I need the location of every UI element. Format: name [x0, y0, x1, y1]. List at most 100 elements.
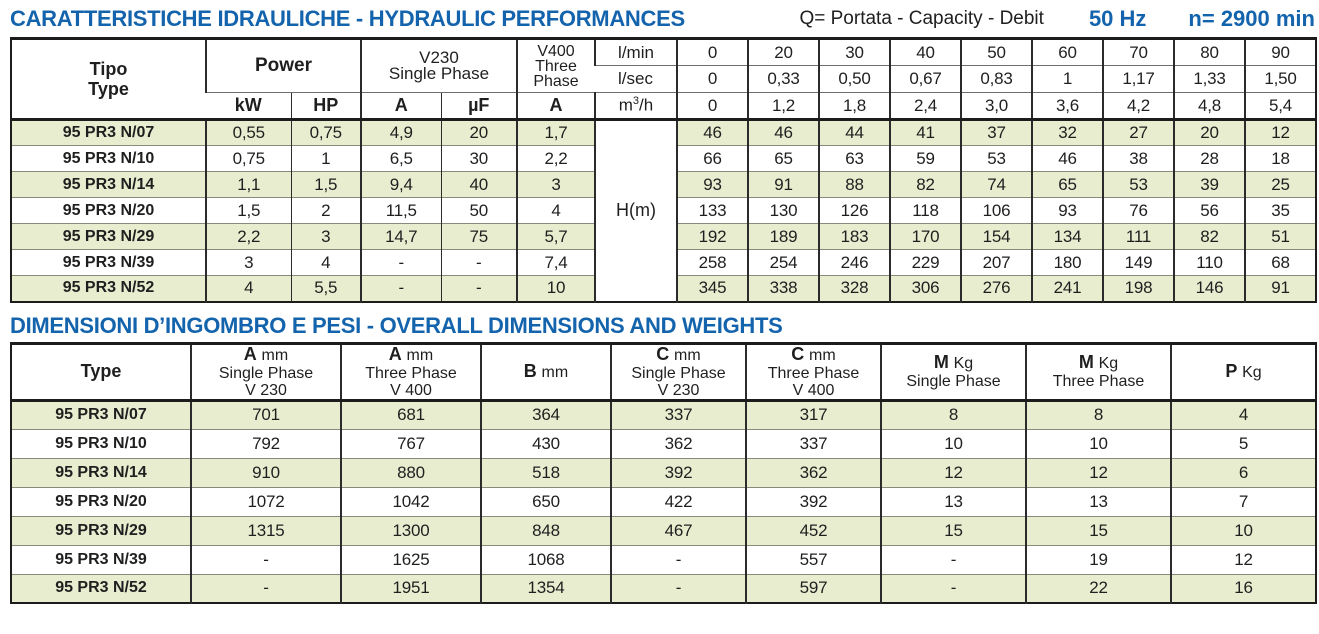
- pump-type-cell: 95 PR3 N/10: [11, 428, 191, 458]
- flow-value-cell: 70: [1102, 38, 1174, 66]
- spec-value-cell: 7,4: [516, 249, 595, 276]
- dimension-value-cell: 13: [880, 486, 1026, 516]
- spec-value-cell: 4: [205, 275, 291, 302]
- speed-label: n= 2900 min: [1188, 5, 1315, 31]
- spec-value-cell: -: [440, 275, 517, 302]
- column-title: M Kg: [883, 353, 1025, 373]
- dimensions-table-row: 95 PR3 N/39-1625 1068-557-19 12: [11, 544, 1316, 574]
- flow-value-cell: 90: [1244, 38, 1316, 66]
- flow-legend: Q= Portata - Capacity - Debit: [799, 7, 1044, 29]
- head-value-cell: 51: [1244, 223, 1316, 250]
- spec-value-cell: 5,7: [516, 223, 595, 250]
- spec-value-cell: 75: [440, 223, 517, 250]
- column-title: A mm: [193, 345, 340, 365]
- head-value-cell: 91: [1244, 275, 1316, 302]
- head-value-cell: 12: [1244, 118, 1316, 146]
- t1-header-row-lsec: l/sec 0 0,33 0,50 0,67 0,83 1 1,17 1,33 1,50: [11, 65, 1316, 93]
- dimension-value-cell: 880: [340, 457, 481, 487]
- dimension-value-cell: -: [190, 544, 341, 574]
- column-title: C mm: [748, 343, 880, 365]
- flow-value-cell: 0,33: [747, 65, 819, 93]
- head-value-cell: 27: [1102, 118, 1174, 146]
- column-symbol: P: [1225, 360, 1238, 381]
- head-value-cell: 130: [747, 197, 819, 224]
- hydraulic-section-header: CARATTERISTICHE IDRAULICHE - HYDRAULIC P…: [10, 0, 1315, 37]
- t1-header-row-lmin: Tipo Type Power V230 Single Phase V400 T…: [11, 38, 1316, 120]
- dimension-value-cell: 317: [745, 398, 881, 429]
- head-value-cell: 18: [1244, 145, 1316, 172]
- column-symbol: C: [791, 343, 805, 364]
- column-unit: mm: [406, 346, 434, 364]
- dimension-value-cell: 392: [745, 486, 881, 516]
- uf-column-header: µF: [440, 92, 517, 120]
- type-label: Type: [88, 79, 129, 99]
- flow-value-cell: 2,4: [889, 92, 961, 120]
- flow-value-cell: 1,2: [747, 92, 819, 120]
- dimension-value-cell: 16: [1170, 573, 1316, 603]
- head-value-cell: 198: [1102, 275, 1174, 302]
- head-value-cell: 38: [1102, 145, 1174, 172]
- dimension-value-cell: 1300: [340, 515, 481, 545]
- head-value-cell: 254: [747, 249, 819, 276]
- dimension-value-cell: 430: [480, 428, 611, 458]
- pump-type-cell: 95 PR3 N/29: [11, 223, 206, 250]
- spec-value-cell: 4,9: [360, 118, 441, 146]
- pump-type-cell: 95 PR3 N/20: [11, 197, 206, 224]
- spec-value-cell: -: [360, 249, 441, 276]
- pump-type-cell: 95 PR3 N/14: [11, 457, 191, 487]
- flow-unit-m3h: m3/h: [594, 92, 677, 120]
- spec-value-cell: 20: [440, 118, 517, 146]
- spec-value-cell: 9,4: [360, 171, 441, 198]
- dimension-column-header: C mm Single Phase V 230: [610, 342, 746, 400]
- column-subtitle: V 230: [245, 381, 287, 399]
- hydraulic-table-body: 95 PR3 N/07 0,55 0,75 4,9 20 1,7 H(m) 46 46 44 41 3…: [11, 118, 1316, 302]
- dimensions-table-row: 95 PR3 N/52-1951 1354-597-22 16: [11, 573, 1316, 603]
- head-value-cell: 93: [676, 171, 748, 198]
- head-value-cell: 20: [1173, 118, 1245, 146]
- flow-value-cell: 1,33: [1173, 65, 1245, 93]
- dimension-value-cell: 792: [190, 428, 341, 458]
- hydraulic-table: Tipo Type Power V230 Single Phase V400 T…: [10, 37, 1317, 303]
- dimension-value-cell: 10: [880, 428, 1026, 458]
- spec-value-cell: 2,2: [205, 223, 291, 250]
- column-symbol: C: [656, 343, 670, 364]
- dimension-value-cell: 681: [340, 398, 481, 429]
- head-value-cell: 91: [747, 171, 819, 198]
- head-value-cell: 189: [747, 223, 819, 250]
- column-unit: mm: [809, 346, 836, 364]
- head-value-cell: 41: [889, 118, 961, 146]
- flow-value-cell: 4,8: [1173, 92, 1245, 120]
- amps-400-column-header: A: [516, 92, 595, 120]
- head-value-cell: 63: [818, 145, 890, 172]
- head-value-cell: 44: [818, 118, 890, 146]
- flow-value-cell: 40: [889, 38, 961, 66]
- spec-value-cell: 1: [290, 145, 361, 172]
- head-value-cell: 35: [1244, 197, 1316, 224]
- dimension-value-cell: 597: [745, 573, 881, 603]
- hp-column-header: HP: [290, 92, 361, 120]
- dimension-value-cell: 701: [190, 398, 341, 429]
- dimension-value-cell: 557: [745, 544, 881, 574]
- spec-value-cell: 0,55: [205, 118, 291, 146]
- head-value-cell: 306: [889, 275, 961, 302]
- pump-type-cell: 95 PR3 N/52: [11, 573, 191, 603]
- dimension-value-cell: 910: [190, 457, 341, 487]
- head-value-cell: 76: [1102, 197, 1174, 224]
- dimension-value-cell: 392: [610, 457, 746, 487]
- column-unit: Kg: [1242, 363, 1262, 381]
- head-value-cell: 258: [676, 249, 748, 276]
- type-column-header: Tipo Type: [11, 38, 206, 120]
- head-value-cell: 66: [676, 145, 748, 172]
- dimension-value-cell: 8: [880, 398, 1026, 429]
- flow-value-cell: 30: [818, 38, 890, 66]
- dimension-value-cell: 467: [610, 515, 746, 545]
- dimension-value-cell: 7: [1170, 486, 1316, 516]
- dimension-value-cell: 767: [340, 428, 481, 458]
- kw-column-header: kW: [206, 92, 291, 120]
- tipo-label: Tipo: [89, 59, 128, 79]
- head-value-cell: 246: [818, 249, 890, 276]
- column-subtitle: Single Phase: [218, 364, 314, 382]
- dimensions-table-body: 95 PR3 N/07 701 681 364 337 317 8 8 4 95 PR3 N/10…: [11, 398, 1316, 603]
- dimension-value-cell: 1315: [190, 515, 341, 545]
- flow-unit-lmin: l/min: [594, 38, 677, 66]
